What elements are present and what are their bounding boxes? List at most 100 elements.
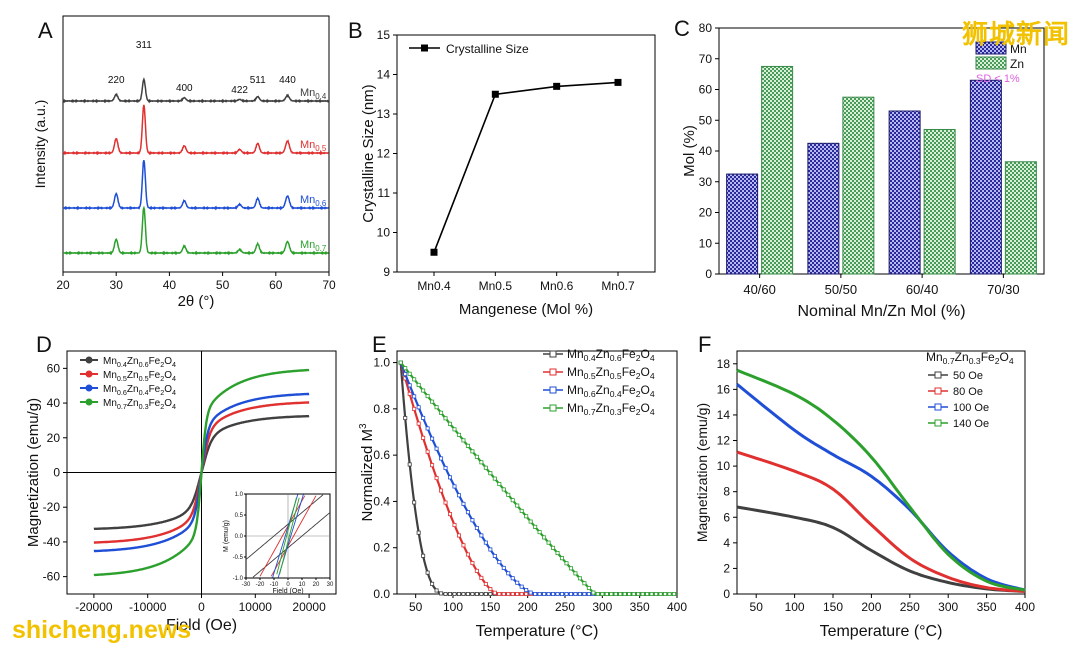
zn-bar <box>923 128 956 275</box>
normalized-data-point <box>421 388 426 393</box>
mn-bar <box>807 142 840 275</box>
mn-bar <box>888 110 921 275</box>
x-axis-label: Temperature (°C) <box>820 623 943 640</box>
normalized-data-point <box>456 592 461 597</box>
inset-y-tick-label: 0.5 <box>235 513 244 519</box>
legend-marker <box>85 384 93 392</box>
normalized-data-point <box>403 372 408 377</box>
normalized-data-point <box>474 525 479 530</box>
formula-base: Zn <box>127 398 139 409</box>
x-tick-label: 30 <box>110 278 124 292</box>
formula-base: Mn <box>567 401 584 415</box>
normalized-data-point <box>488 471 493 476</box>
normalized-data-point <box>573 571 578 576</box>
formula-subscript: 0.7 <box>117 402 127 411</box>
inset-x-tick-label: -10 <box>270 582 279 588</box>
normalized-data-point <box>663 592 668 597</box>
legend-label: Zn <box>1010 57 1024 71</box>
formula-subscript: 0.6 <box>610 353 622 363</box>
y-tick-label: 14 <box>377 68 391 82</box>
normalized-data-point <box>407 391 412 396</box>
xrd-series-line <box>62 77 330 104</box>
legend-marker <box>934 371 942 379</box>
formula-subscript: 0.7 <box>315 244 326 253</box>
y-tick-label: 0.6 <box>373 448 390 462</box>
normalized-data-point <box>398 360 403 365</box>
normalized-data-point <box>649 592 654 597</box>
normalized-data-point <box>658 592 663 597</box>
formula-subscript: 0.4 <box>584 353 596 363</box>
x-tick-label: 350 <box>977 600 997 614</box>
normalized-data-point <box>568 566 573 571</box>
x-tick-label: 200 <box>518 600 538 614</box>
normalized-data-point <box>645 592 650 597</box>
y-tick-label: 0.8 <box>373 402 390 416</box>
panel-letter: A <box>38 18 53 43</box>
legend-label: Mn0.4Zn0.6Fe2O4 <box>103 356 176 369</box>
xrd-series-line <box>62 104 329 156</box>
size-data-point <box>491 90 499 98</box>
formula-base: Fe <box>149 384 161 395</box>
peak-label: 422 <box>231 85 248 96</box>
normalized-data-point <box>524 588 529 593</box>
formula-subscript: 2 <box>995 356 1000 366</box>
formula-base: O <box>164 384 172 395</box>
formula-base: O <box>641 365 650 379</box>
normalized-data-point <box>479 592 484 597</box>
y-axis-label: Magnetization (emu/g) <box>25 398 42 547</box>
y-tick-label: 0 <box>705 267 712 281</box>
legend-label: 100 Oe <box>953 402 989 414</box>
x-tick-label: 50 <box>409 600 423 614</box>
legend-label: Mn0.4Zn0.6Fe2O4 <box>567 347 655 363</box>
formula-base: Fe <box>622 401 636 415</box>
x-tick-label: Mn0.6 <box>540 279 574 293</box>
normalized-data-point <box>439 410 444 415</box>
formula-subscript: 2 <box>636 407 641 417</box>
peak-label: 220 <box>108 75 125 86</box>
legend-marker <box>549 386 557 394</box>
normalized-data-point <box>434 405 439 410</box>
x-tick-label: -20000 <box>75 600 113 614</box>
size-series-line <box>433 81 619 253</box>
x-tick-label: 250 <box>555 0 575 3</box>
normalized-data-point <box>524 514 529 519</box>
formula-subscript: 4 <box>172 360 176 369</box>
legend-label: Mn0.7Zn0.3Fe2O4 <box>103 398 176 411</box>
size-data-point <box>430 248 438 256</box>
normalized-data-point <box>430 436 435 441</box>
normalized-data-point <box>546 540 551 545</box>
formula-base: O <box>164 398 172 409</box>
normalized-data-point <box>551 545 556 550</box>
legend-label: Mn0.5Zn0.5Fe2O4 <box>567 365 655 381</box>
x-tick-label: 50 <box>409 0 423 3</box>
normalized-data-point <box>613 592 618 597</box>
y-tick-label: 11 <box>378 186 391 200</box>
y-tick-label: 4 <box>723 536 730 550</box>
normalized-data-point <box>609 592 614 597</box>
formula-subscript: 0.5 <box>139 374 149 383</box>
normalized-data-point <box>627 592 632 597</box>
panel-c-composition: C 0 10 20 30 40 50 60 70 80 40/60 50/50 60/40 70/30 No… <box>674 16 1045 320</box>
x-tick-label: 10000 <box>239 600 273 614</box>
normalized-data-point <box>412 377 417 382</box>
x-tick-label: -10000 <box>129 600 167 614</box>
formula-subscript: 4 <box>650 371 655 381</box>
panel-letter: F <box>698 332 711 357</box>
plot-frame <box>62 15 330 273</box>
normalized-data-point <box>465 443 470 448</box>
normalized-data-point <box>577 576 582 581</box>
normalized-data-point <box>425 449 430 454</box>
formula-subscript: 4 <box>172 374 176 383</box>
legend-marker <box>85 370 93 378</box>
x-axis-label: Nominal Mn/Zn Mol (%) <box>797 303 965 320</box>
normalized-data-point <box>582 581 587 586</box>
normalized-data-point <box>483 592 488 597</box>
normalized-data-point <box>560 556 565 561</box>
magnetization-series-line <box>736 505 1026 593</box>
legend-marker <box>549 404 557 412</box>
normalized-data-point <box>434 476 439 481</box>
formula-subscript: 0.4 <box>610 389 622 399</box>
formula-subscript: 2 <box>636 389 641 399</box>
normalized-data-point <box>407 371 412 376</box>
x-tick-label: 350 <box>630 600 650 614</box>
